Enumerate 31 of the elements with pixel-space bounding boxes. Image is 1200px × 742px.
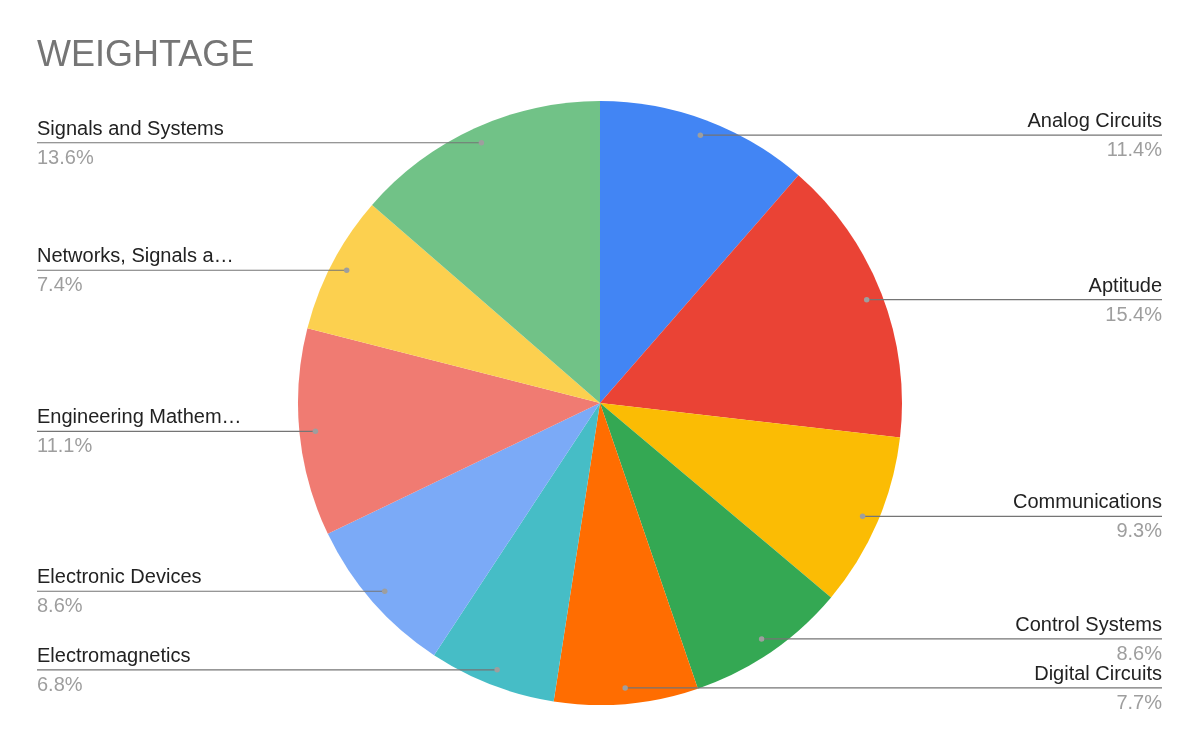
pie-slice <box>434 403 600 702</box>
pie-slice <box>372 101 600 403</box>
slice-label: Engineering Mathem… <box>37 405 242 428</box>
pie-slice <box>600 403 901 598</box>
pie-slice <box>600 101 799 403</box>
pie-slice <box>553 403 698 705</box>
slice-label: Communications <box>1013 490 1162 513</box>
slice-label: Aptitude <box>1088 273 1162 296</box>
data-label: 7.4% <box>37 273 83 296</box>
slice-label: Electromagnetics <box>37 643 191 666</box>
pie-slice <box>298 328 600 534</box>
data-label: 9.3% <box>1116 519 1163 542</box>
data-label: 8.6% <box>37 594 83 617</box>
pie-slice <box>600 403 832 689</box>
slice-label: Control Systems <box>1015 612 1162 635</box>
slice-label: Analog Circuits <box>1027 109 1162 132</box>
slice-label: Networks, Signals a… <box>37 244 234 267</box>
slice-label: Digital Circuits <box>1034 661 1162 684</box>
data-label: 15.4% <box>1105 302 1163 325</box>
data-label: 8.6% <box>1116 641 1163 664</box>
data-label: 7.7% <box>1116 690 1163 713</box>
slice-label: Electronic Devices <box>37 565 202 588</box>
data-label: 13.6% <box>37 145 94 168</box>
pie-slice <box>327 403 600 656</box>
pie-slice <box>307 204 600 403</box>
pie-slice <box>600 175 902 438</box>
slice-label: Signals and Systems <box>37 116 224 139</box>
data-label: 11.4% <box>1106 138 1163 161</box>
data-label: 6.8% <box>37 672 83 695</box>
data-label: 11.1% <box>37 434 93 457</box>
chart-title: WEIGHTAGE <box>37 33 255 74</box>
